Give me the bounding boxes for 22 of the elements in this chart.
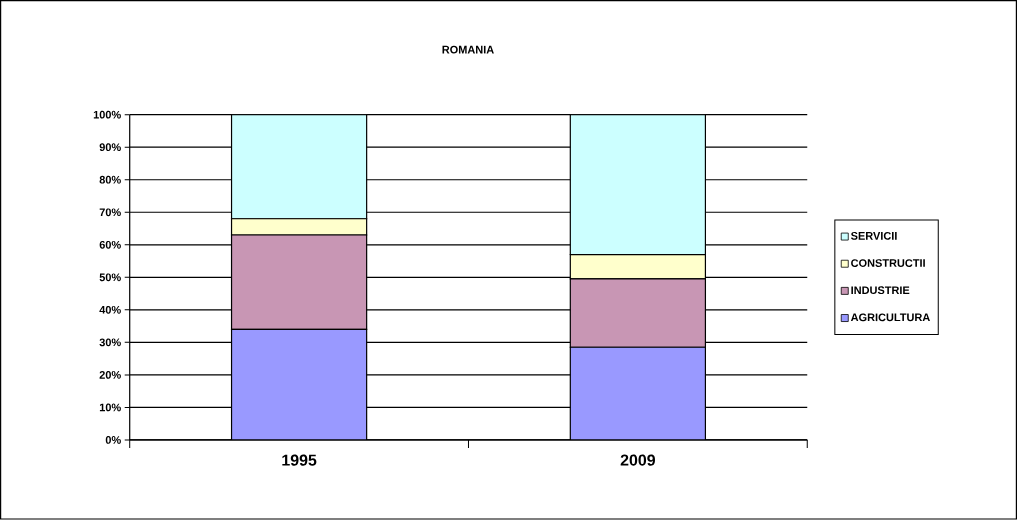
x-tick-label: 2009 [620, 454, 655, 466]
y-tick-label: 80% [99, 176, 121, 184]
y-tick-label: 100% [93, 111, 121, 119]
bar [230, 114, 368, 220]
bar [569, 114, 707, 256]
y-tick-label: 20% [99, 371, 121, 379]
y-tick-label: 50% [99, 273, 121, 282]
chart-title: ROMANIA [442, 45, 494, 54]
bar [569, 346, 707, 441]
x-tick-label: 1995 [282, 454, 317, 466]
y-tick-label: 40% [99, 306, 121, 314]
y-tick-label: 10% [99, 403, 121, 412]
legend-label: SERVICII [850, 232, 897, 240]
legend-label: INDUSTRIE [851, 286, 910, 295]
y-tick-label: 0% [105, 436, 121, 445]
y-tick-label: 70% [99, 208, 121, 217]
y-tick-label: 30% [99, 338, 121, 347]
y-tick-label: 90% [99, 143, 121, 152]
bar [230, 328, 368, 441]
legend-label: CONSTRUCTII [851, 259, 925, 268]
y-tick-label: 60% [99, 241, 121, 249]
legend-label: AGRICULTURA [850, 313, 930, 322]
